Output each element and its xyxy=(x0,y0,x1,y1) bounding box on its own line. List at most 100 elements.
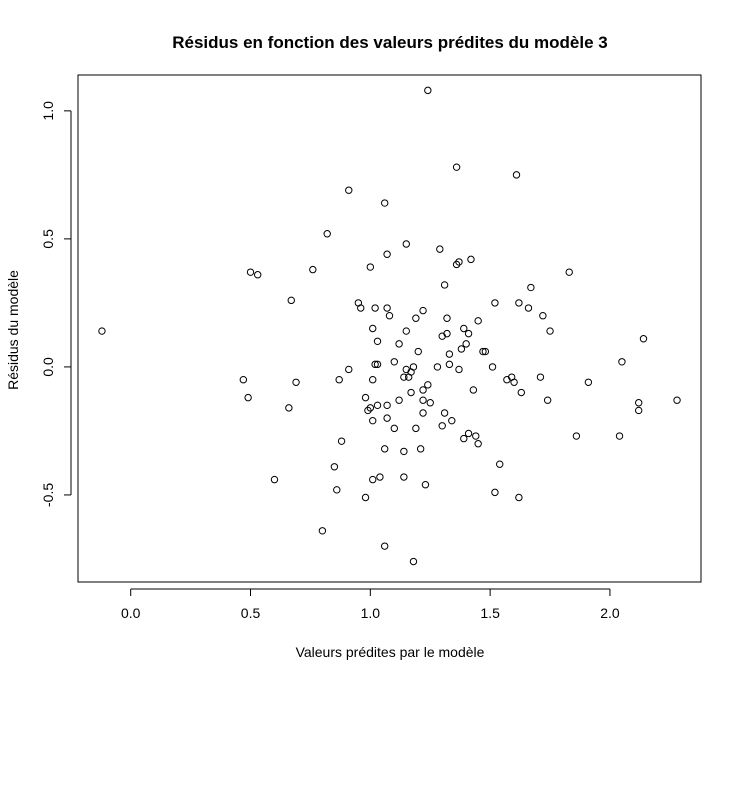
data-point xyxy=(409,363,418,371)
data-point xyxy=(536,373,545,381)
data-point xyxy=(515,299,523,307)
data-point xyxy=(335,376,343,384)
data-point xyxy=(287,296,295,305)
data-point xyxy=(436,245,444,253)
data-point xyxy=(452,260,461,269)
data-point xyxy=(584,378,593,386)
data-point xyxy=(419,409,427,417)
data-point xyxy=(515,493,523,502)
data-point xyxy=(474,317,482,325)
data-point xyxy=(402,327,410,335)
data-point xyxy=(419,386,427,394)
data-point xyxy=(369,416,377,425)
data-point xyxy=(546,327,554,335)
data-point xyxy=(491,299,499,307)
data-point xyxy=(309,265,317,274)
data-point xyxy=(270,475,279,484)
data-point xyxy=(366,404,375,412)
x-tick-label: 0.0 xyxy=(121,605,141,621)
data-point xyxy=(369,376,377,384)
data-point xyxy=(445,360,454,369)
data-point xyxy=(369,475,377,484)
data-point xyxy=(400,447,408,456)
x-axis: 0.0 0.5 1.0 1.5 2.0 xyxy=(121,588,620,621)
data-point xyxy=(510,378,518,386)
data-point xyxy=(361,493,370,502)
data-point xyxy=(543,396,552,404)
data-point xyxy=(527,283,535,292)
data-point xyxy=(357,304,365,312)
data-point xyxy=(443,314,451,322)
y-tick-label: -0.5 xyxy=(40,483,56,507)
y-tick-label: 0.0 xyxy=(40,357,56,377)
data-point xyxy=(390,424,398,433)
data-point xyxy=(419,396,427,404)
data-point xyxy=(383,250,391,258)
data-point xyxy=(383,304,391,312)
data-point xyxy=(244,393,252,402)
data-point xyxy=(464,329,473,338)
data-point xyxy=(460,324,468,333)
data-point xyxy=(438,422,446,430)
data-point xyxy=(462,340,470,348)
x-tick-label: 1.0 xyxy=(361,605,381,621)
data-point xyxy=(371,360,379,369)
x-axis-label: Valeurs prédites par le modèle xyxy=(296,644,485,660)
data-point xyxy=(373,360,382,369)
data-point xyxy=(488,363,497,371)
data-point xyxy=(345,365,353,374)
x-tick-label: 0.5 xyxy=(241,605,261,621)
data-point xyxy=(479,347,487,356)
data-point xyxy=(421,480,430,489)
data-point xyxy=(635,399,643,407)
data-point xyxy=(383,414,391,422)
data-point xyxy=(366,263,375,271)
data-point xyxy=(323,230,331,238)
data-point xyxy=(369,324,377,333)
data-point xyxy=(345,186,353,194)
data-point xyxy=(337,437,346,445)
x-tick-label: 2.0 xyxy=(600,605,620,621)
y-tick-label: 1.0 xyxy=(40,101,56,121)
data-point xyxy=(373,337,382,346)
data-point xyxy=(469,386,478,394)
data-point xyxy=(381,445,389,453)
data-point xyxy=(457,345,466,353)
x-tick-label: 1.5 xyxy=(480,605,500,621)
data-point xyxy=(496,460,504,468)
data-point xyxy=(512,171,521,179)
data-point xyxy=(472,432,480,440)
data-point xyxy=(618,358,626,366)
data-points xyxy=(98,86,681,566)
data-point xyxy=(371,304,379,312)
data-point xyxy=(517,388,525,397)
data-point xyxy=(455,365,463,374)
data-point xyxy=(254,271,262,279)
data-point xyxy=(416,445,425,453)
data-point xyxy=(572,432,581,440)
data-point xyxy=(639,335,648,343)
data-point xyxy=(419,306,427,315)
data-point xyxy=(464,429,473,438)
data-point xyxy=(381,199,389,207)
data-point xyxy=(407,388,415,397)
data-point xyxy=(412,424,420,433)
data-point xyxy=(400,373,408,381)
data-point xyxy=(452,163,461,171)
data-point xyxy=(440,281,449,289)
data-point xyxy=(330,463,339,471)
data-point xyxy=(443,329,451,338)
data-point xyxy=(402,240,410,248)
data-point xyxy=(424,86,432,95)
data-point xyxy=(373,401,382,410)
data-point xyxy=(364,406,372,415)
data-point xyxy=(409,557,418,566)
data-point xyxy=(615,432,624,440)
data-point xyxy=(395,340,403,348)
data-point xyxy=(318,527,327,535)
data-point xyxy=(239,376,248,384)
data-point xyxy=(481,347,490,356)
data-point xyxy=(448,416,456,425)
data-point xyxy=(440,409,449,417)
